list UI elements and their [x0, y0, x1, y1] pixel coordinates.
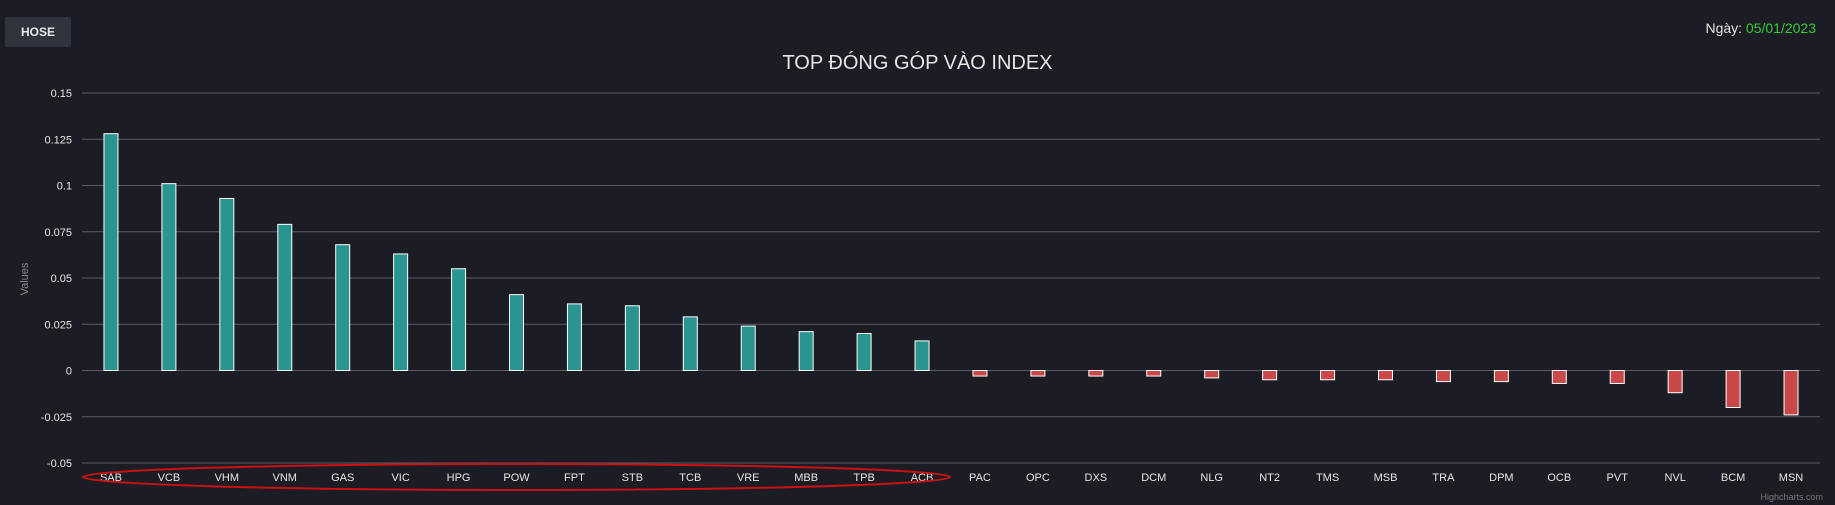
- bar-dxs[interactable]: [1088, 370, 1104, 377]
- bar-vcb[interactable]: [161, 183, 177, 371]
- bar-gas[interactable]: [335, 244, 351, 371]
- bar-nt2[interactable]: [1262, 370, 1278, 381]
- x-tick-label: OCB: [1547, 472, 1571, 484]
- x-tick-label: FPT: [564, 472, 585, 484]
- x-tick-label: PAC: [969, 472, 991, 484]
- bar-tra[interactable]: [1435, 370, 1451, 383]
- x-tick-label: MBB: [794, 472, 818, 484]
- highlight-ellipse: [81, 463, 952, 491]
- y-tick-label: 0: [66, 366, 72, 378]
- x-tick-label: NLG: [1200, 472, 1223, 484]
- x-tick-label: OPC: [1026, 472, 1050, 484]
- y-axis-title: Values: [19, 262, 31, 295]
- x-tick-label: TMS: [1316, 472, 1339, 484]
- bar-tcb[interactable]: [682, 316, 698, 372]
- bar-sab[interactable]: [103, 133, 119, 371]
- annotation-layer: [81, 463, 952, 491]
- bar-pac[interactable]: [972, 370, 988, 377]
- bar-series: [103, 133, 1799, 416]
- bar-nlg[interactable]: [1204, 370, 1220, 379]
- date-label: Ngày:: [1705, 20, 1743, 36]
- bar-dcm[interactable]: [1146, 370, 1162, 377]
- x-tick-label: STB: [622, 472, 643, 484]
- bar-mbb[interactable]: [798, 331, 814, 371]
- x-tick-label: MSN: [1779, 472, 1804, 484]
- x-tick-label: BCM: [1721, 472, 1745, 484]
- x-tick-label: GAS: [331, 472, 354, 484]
- bar-ocb[interactable]: [1551, 370, 1567, 384]
- y-tick-label: 0.125: [44, 134, 72, 146]
- credits-link[interactable]: Highcharts.com: [1760, 492, 1823, 502]
- y-tick-label: 0.025: [44, 319, 72, 331]
- bar-hpg[interactable]: [451, 268, 467, 371]
- bar-bcm[interactable]: [1725, 370, 1741, 408]
- y-tick-label: -0.05: [47, 458, 72, 470]
- bar-nvl[interactable]: [1667, 370, 1683, 394]
- x-tick-label: POW: [503, 472, 530, 484]
- x-tick-label: DXS: [1085, 472, 1108, 484]
- x-tick-label: VNM: [273, 472, 297, 484]
- grid-lines: [82, 92, 1820, 464]
- x-tick-label: TRA: [1432, 472, 1455, 484]
- x-axis-labels: SAB VCB VHM VNM GAS VIC HPG POW FPT STB TCB VRE MBB T…: [100, 472, 1803, 484]
- x-tick-label: VIC: [391, 472, 409, 484]
- y-axis-labels: 0.15 0.125 0.1 0.075 0.05 0.025 0 -0.025 -0.05: [41, 88, 72, 470]
- bar-vic[interactable]: [393, 253, 409, 371]
- bar-vnm[interactable]: [277, 223, 293, 371]
- y-tick-label: 0.05: [51, 273, 72, 285]
- bar-tpb[interactable]: [856, 333, 872, 371]
- x-tick-label: TPB: [853, 472, 874, 484]
- bar-vre[interactable]: [740, 325, 756, 372]
- x-tick-label: NVL: [1664, 472, 1685, 484]
- bar-pvt[interactable]: [1609, 370, 1625, 384]
- x-tick-label: DCM: [1141, 472, 1166, 484]
- y-tick-label: 0.15: [51, 88, 72, 100]
- x-tick-label: TCB: [679, 472, 701, 484]
- bar-stb[interactable]: [624, 305, 640, 371]
- y-tick-label: -0.025: [41, 412, 72, 424]
- y-tick-label: 0.1: [57, 181, 72, 193]
- bar-msn[interactable]: [1783, 370, 1799, 416]
- bar-dpm[interactable]: [1493, 370, 1509, 383]
- x-tick-label: MSB: [1374, 472, 1398, 484]
- date-display: Ngày: 05/01/2023: [1705, 20, 1816, 36]
- x-tick-label: VCB: [158, 472, 181, 484]
- x-tick-label: PVT: [1607, 472, 1629, 484]
- bar-fpt[interactable]: [566, 303, 582, 371]
- bar-msb[interactable]: [1378, 370, 1393, 381]
- date-value: 05/01/2023: [1745, 20, 1816, 36]
- bar-opc[interactable]: [1030, 370, 1046, 377]
- x-tick-label: VRE: [737, 472, 760, 484]
- x-tick-label: NT2: [1259, 472, 1280, 484]
- bar-tms[interactable]: [1320, 370, 1336, 381]
- x-tick-label: DPM: [1489, 472, 1513, 484]
- market-button-hose[interactable]: HOSE: [5, 17, 71, 47]
- bar-pow[interactable]: [509, 294, 524, 371]
- x-tick-label: HPG: [447, 472, 471, 484]
- bar-vhm[interactable]: [219, 197, 235, 371]
- x-tick-label: VHM: [215, 472, 239, 484]
- chart-title: TOP ĐÓNG GÓP VÀO INDEX: [782, 52, 1053, 74]
- y-tick-label: 0.075: [44, 227, 72, 239]
- bar-acb[interactable]: [914, 340, 930, 371]
